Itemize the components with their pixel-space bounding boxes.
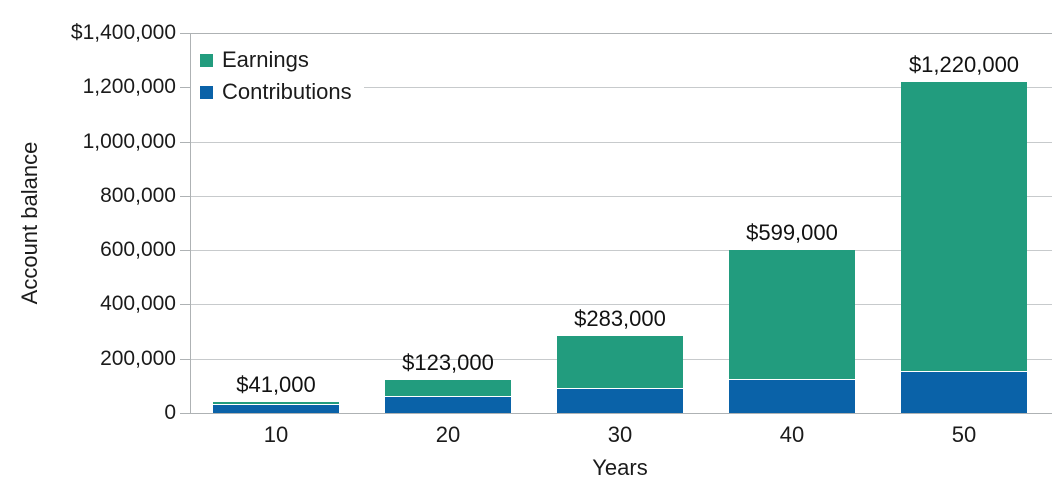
bar-year-10 bbox=[213, 401, 339, 413]
x-tick-label: 50 bbox=[951, 422, 977, 447]
bar-total-label: $123,000 bbox=[402, 349, 494, 375]
bar-segment-contributions bbox=[901, 372, 1027, 413]
y-axis-tick bbox=[180, 250, 190, 252]
y-tick-label: 1,000,000 bbox=[82, 129, 176, 153]
y-tick-label: 200,000 bbox=[100, 346, 176, 370]
gridline bbox=[190, 250, 1052, 252]
y-axis-tick bbox=[180, 195, 190, 197]
y-tick-label: $1,400,000 bbox=[70, 21, 176, 44]
x-tick-label: 10 bbox=[263, 422, 289, 447]
legend: Earnings Contributions bbox=[191, 42, 364, 110]
bar-segment-earnings bbox=[213, 401, 339, 405]
legend-entry-contributions: Contributions bbox=[200, 79, 352, 105]
bar-total-label: $599,000 bbox=[746, 220, 838, 246]
plot-border bbox=[190, 413, 1052, 414]
legend-swatch-earnings bbox=[200, 53, 213, 67]
bar-year-50 bbox=[901, 81, 1027, 413]
legend-label-earnings: Earnings bbox=[222, 47, 309, 72]
legend-label-contributions: Contributions bbox=[222, 79, 352, 104]
bar-segment-contributions bbox=[729, 380, 855, 413]
y-tick-label: 400,000 bbox=[100, 292, 176, 316]
gridline bbox=[190, 195, 1052, 197]
y-axis-tick bbox=[180, 413, 190, 414]
plot-border bbox=[190, 33, 1052, 34]
y-axis-tick bbox=[180, 87, 190, 89]
y-tick-label: 1,200,000 bbox=[82, 75, 176, 99]
gridline bbox=[190, 141, 1052, 143]
x-tick-label: 20 bbox=[435, 422, 461, 447]
y-tick-label: 800,000 bbox=[100, 183, 176, 207]
legend-swatch-contributions bbox=[200, 85, 213, 99]
y-axis-title: Account balance bbox=[17, 141, 42, 305]
y-axis-tick bbox=[180, 358, 190, 360]
bar-total-label: $41,000 bbox=[236, 371, 316, 397]
y-axis-line bbox=[190, 33, 191, 413]
bar-segment-earnings bbox=[385, 379, 511, 397]
bar-segment-contributions bbox=[385, 396, 511, 413]
bar-year-30 bbox=[557, 336, 683, 413]
bar-segment-earnings bbox=[729, 250, 855, 381]
y-axis-tick bbox=[180, 33, 190, 34]
y-axis-tick bbox=[180, 304, 190, 306]
x-axis-title: Years bbox=[592, 455, 648, 480]
x-tick-label: 30 bbox=[607, 422, 633, 447]
gridline bbox=[190, 304, 1052, 306]
legend-entry-earnings: Earnings bbox=[200, 47, 352, 73]
bar-segment-earnings bbox=[901, 81, 1027, 373]
gridline bbox=[190, 87, 1052, 89]
bar-total-label: $283,000 bbox=[574, 306, 666, 332]
y-tick-label: 0 bbox=[164, 401, 176, 424]
bar-total-label: $1,220,000 bbox=[908, 51, 1020, 77]
y-tick-label: 600,000 bbox=[100, 238, 176, 262]
bar-segment-earnings bbox=[557, 336, 683, 389]
bar-segment-contributions bbox=[557, 388, 683, 413]
bar-segment-contributions bbox=[213, 404, 339, 413]
bar-year-40 bbox=[729, 250, 855, 413]
y-axis-tick bbox=[180, 141, 190, 143]
x-tick-label: 40 bbox=[779, 422, 805, 447]
bar-year-20 bbox=[385, 379, 511, 413]
